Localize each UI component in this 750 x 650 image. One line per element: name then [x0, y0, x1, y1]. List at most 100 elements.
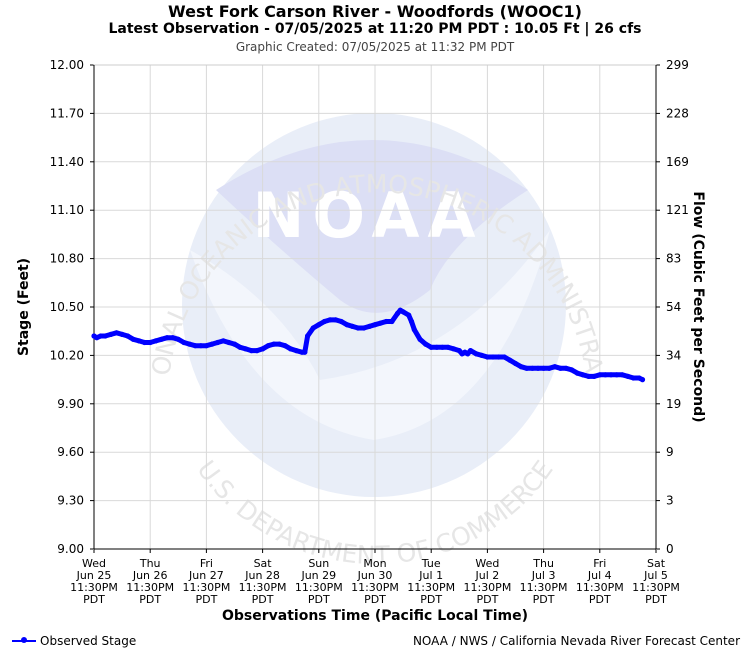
- data-point: [344, 322, 350, 328]
- noaa-watermark: NOAA NATIONAL OCEANIC AND ATMOSPHERIC AD…: [0, 0, 608, 570]
- data-point: [310, 325, 316, 331]
- axes: 12.00 299 11.70 228 11.40 169 11.10 121 10.80 83 1…: [50, 58, 689, 606]
- x-tick-label: Wed Jun 25 11:30PM PDT: [70, 557, 118, 606]
- data-point: [215, 339, 221, 346]
- data-point: [366, 323, 372, 329]
- legend: Observed Stage: [12, 634, 136, 648]
- y-axis-label: Stage (Feet): [16, 258, 32, 356]
- y-tick-label: 11.10: [50, 203, 84, 217]
- data-point: [614, 372, 620, 378]
- x-tick-label: Fri Jun 27 11:30PM PDT: [182, 557, 230, 606]
- data-point: [113, 330, 120, 336]
- data-point: [569, 367, 575, 373]
- x-axis-label: Observations Time (Pacific Local Time): [222, 608, 528, 624]
- y-tick-label: 9.00: [57, 542, 84, 556]
- y2-axis-label: Flow (Cubic Feet per Second): [690, 191, 706, 422]
- data-point: [338, 318, 344, 325]
- data-point: [451, 346, 457, 352]
- data-point: [220, 338, 226, 344]
- data-point: [316, 322, 322, 328]
- x-tick-label: Fri Jul 4 11:30PM PDT: [576, 557, 624, 606]
- data-point: [276, 341, 283, 347]
- data-point: [557, 365, 564, 371]
- data-point: [630, 375, 637, 381]
- data-point: [608, 372, 614, 378]
- data-point: [580, 372, 586, 378]
- data-point: [349, 323, 356, 329]
- y2-tick-label: 169: [666, 155, 689, 169]
- data-point: [507, 357, 513, 363]
- x-tick-label: Sun Jun 29 11:30PM PDT: [295, 557, 343, 606]
- data-point: [327, 317, 333, 323]
- data-point: [305, 333, 311, 339]
- data-point: [406, 312, 412, 318]
- data-point: [271, 341, 277, 347]
- data-point: [102, 333, 108, 339]
- data-point: [552, 364, 558, 370]
- noaa-logo-bird: [216, 140, 528, 313]
- chart-title: West Fork Carson River - Woodfords (WOOC…: [168, 2, 582, 21]
- data-point: [265, 343, 271, 349]
- y2-tick-label: 3: [666, 494, 674, 508]
- data-point: [639, 377, 646, 383]
- y2-tick-label: 9: [666, 445, 674, 459]
- legend-label: Observed Stage: [40, 634, 137, 648]
- y-tick-label: 11.40: [50, 155, 84, 169]
- latest-observation: Latest Observation - 07/05/2025 at 11:20…: [108, 21, 642, 37]
- legend-swatch: [12, 637, 36, 643]
- y2-tick-label: 19: [666, 397, 681, 411]
- y2-tick-label: 299: [666, 58, 689, 72]
- data-point: [619, 372, 625, 378]
- data-point: [108, 331, 114, 337]
- data-point: [203, 343, 209, 349]
- data-point: [282, 343, 288, 349]
- data-point: [400, 309, 406, 315]
- data-point: [445, 344, 451, 350]
- data-point: [383, 318, 389, 325]
- y-tick-label: 11.70: [50, 106, 84, 120]
- series-layer: [91, 307, 646, 383]
- data-point: [355, 325, 361, 331]
- data-point: [524, 365, 530, 371]
- x-tick-label: Tue Jul 1 11:30PM PDT: [407, 557, 455, 606]
- data-point: [288, 346, 294, 352]
- y2-tick-label: 121: [666, 203, 689, 217]
- data-point: [535, 365, 541, 371]
- data-point: [198, 343, 204, 349]
- x-tick-label: Wed Jul 2 11:30PM PDT: [463, 557, 511, 606]
- data-point: [411, 327, 417, 333]
- data-point: [98, 333, 104, 339]
- data-point: [170, 335, 176, 341]
- data-point: [231, 341, 238, 347]
- data-point: [321, 318, 327, 325]
- y-tick-label: 10.80: [50, 252, 84, 266]
- data-point: [260, 346, 266, 352]
- data-point: [490, 354, 496, 360]
- data-point: [439, 344, 445, 350]
- data-point: [518, 364, 524, 370]
- data-point: [378, 320, 384, 326]
- graphic-created: Graphic Created: 07/05/2025 at 11:32 PM …: [235, 40, 515, 54]
- data-point: [423, 341, 429, 347]
- data-point: [209, 341, 215, 347]
- data-point: [147, 339, 153, 346]
- data-point: [512, 360, 519, 367]
- y2-tick-label: 0: [666, 542, 674, 556]
- data-point: [408, 318, 415, 325]
- data-point: [302, 349, 308, 355]
- data-point: [372, 322, 378, 328]
- data-point: [417, 336, 423, 342]
- data-point: [361, 325, 367, 331]
- x-tick-label: Sat Jul 5 11:30PM PDT: [632, 557, 680, 606]
- data-point: [591, 373, 597, 379]
- data-point: [586, 373, 592, 379]
- data-point: [541, 365, 547, 371]
- data-point: [333, 317, 339, 323]
- data-point: [501, 354, 507, 360]
- y2-tick-label: 54: [666, 300, 681, 314]
- data-point: [473, 351, 479, 357]
- y-tick-label: 12.00: [50, 58, 84, 72]
- noaa-logo-text: NOAA: [253, 179, 484, 252]
- data-point: [192, 343, 198, 349]
